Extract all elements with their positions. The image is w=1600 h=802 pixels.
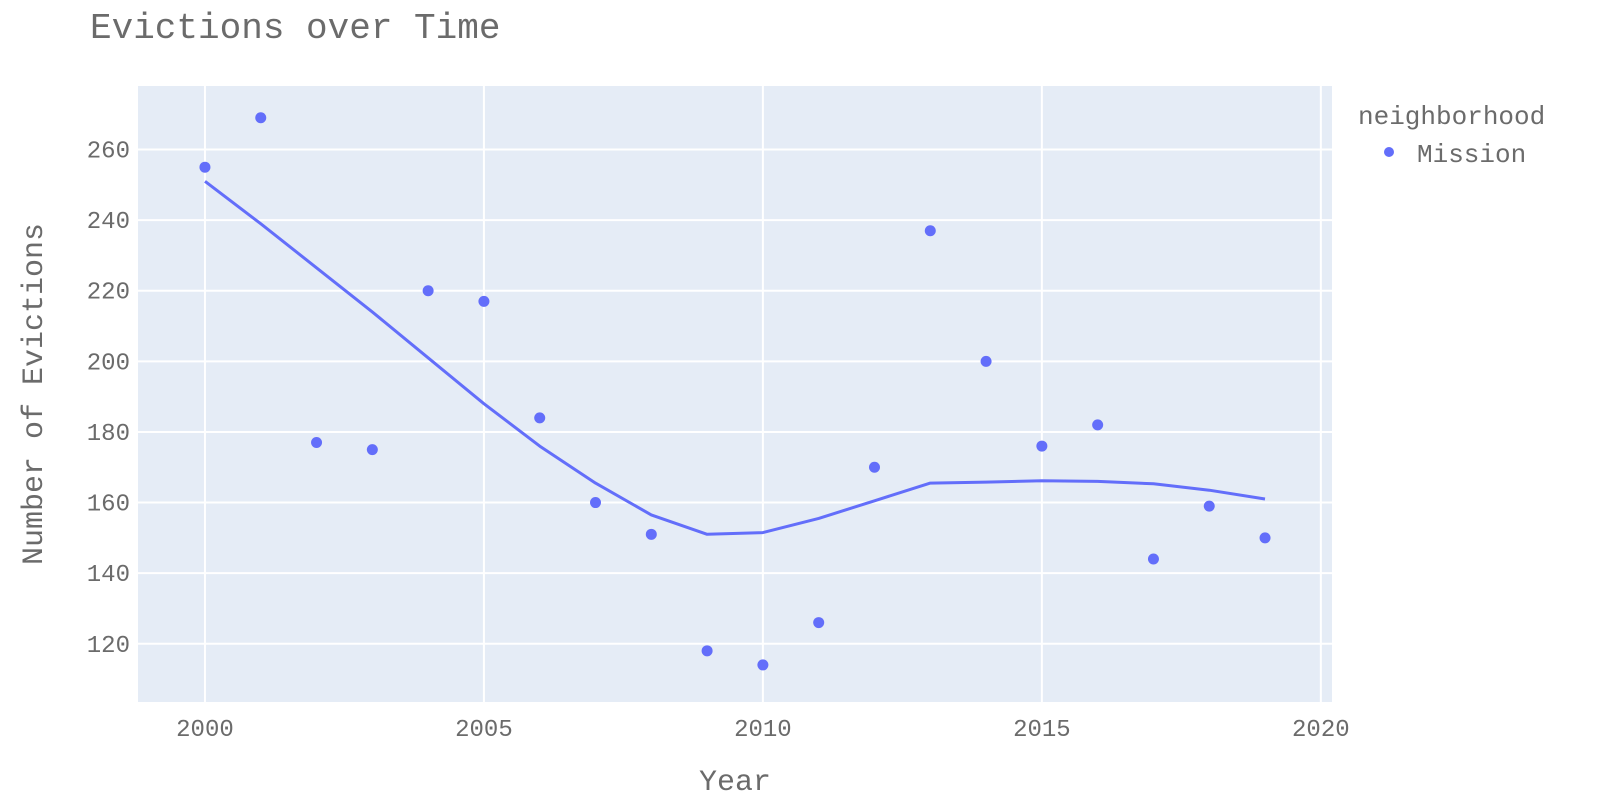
data-point[interactable] bbox=[199, 161, 211, 173]
plot-area bbox=[138, 86, 1332, 702]
y-tick-label: 240 bbox=[87, 209, 130, 236]
data-point[interactable] bbox=[366, 444, 378, 456]
trendline-path bbox=[204, 180, 1266, 536]
data-point[interactable] bbox=[1147, 553, 1159, 565]
x-tick-label: 2000 bbox=[176, 717, 234, 744]
y-tick-label: 220 bbox=[87, 280, 130, 307]
chart-title: Evictions over Time bbox=[90, 8, 500, 49]
x-tick-label: 2005 bbox=[455, 717, 513, 744]
data-point[interactable] bbox=[1259, 532, 1271, 544]
trendline bbox=[204, 180, 1266, 536]
legend[interactable]: neighborhood Mission bbox=[1358, 102, 1545, 170]
data-point[interactable] bbox=[645, 528, 657, 540]
data-point[interactable] bbox=[422, 285, 434, 297]
data-point[interactable] bbox=[868, 461, 880, 473]
x-tick-labels: 2000 2005 2010 2015 2020 bbox=[176, 717, 1349, 744]
data-point[interactable] bbox=[478, 295, 490, 307]
grid bbox=[138, 86, 1332, 702]
data-point[interactable] bbox=[311, 437, 323, 449]
y-tick-labels: 120 140 160 180 200 220 240 260 bbox=[87, 139, 130, 660]
scatter-points bbox=[199, 112, 1271, 671]
legend-title: neighborhood bbox=[1358, 102, 1545, 132]
data-point[interactable] bbox=[1203, 500, 1215, 512]
y-tick-label: 260 bbox=[87, 139, 130, 166]
x-tick-label: 2010 bbox=[734, 717, 792, 744]
data-point[interactable] bbox=[757, 659, 769, 671]
data-point[interactable] bbox=[1036, 440, 1048, 452]
y-tick-label: 120 bbox=[87, 633, 130, 660]
x-tick-label: 2015 bbox=[1013, 717, 1071, 744]
y-tick-label: 160 bbox=[87, 492, 130, 519]
y-tick-label: 140 bbox=[87, 562, 130, 589]
y-axis-title: Number of Evictions bbox=[18, 223, 52, 565]
data-point[interactable] bbox=[255, 112, 267, 124]
data-point[interactable] bbox=[813, 617, 825, 629]
x-axis-title: Year bbox=[699, 766, 771, 800]
y-tick-label: 180 bbox=[87, 421, 130, 448]
y-tick-label: 200 bbox=[87, 350, 130, 377]
x-tick-label: 2020 bbox=[1292, 717, 1350, 744]
data-point[interactable] bbox=[590, 497, 602, 509]
data-point[interactable] bbox=[1092, 419, 1104, 431]
data-point[interactable] bbox=[701, 645, 713, 657]
data-point[interactable] bbox=[924, 225, 936, 237]
data-point[interactable] bbox=[534, 412, 546, 424]
legend-marker-icon bbox=[1384, 147, 1394, 157]
data-point[interactable] bbox=[980, 355, 992, 367]
legend-item-mission[interactable]: Mission bbox=[1417, 140, 1526, 170]
